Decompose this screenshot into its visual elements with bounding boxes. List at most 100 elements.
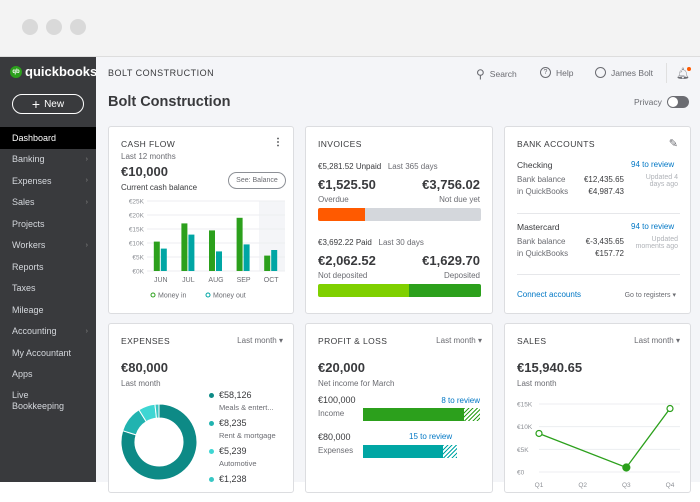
bell-icon: 🔔︎ <box>676 67 691 80</box>
sidebar-item-label: Taxes <box>12 283 36 294</box>
chevron-right-icon: › <box>85 177 88 185</box>
sidebar-item-label: Dashboard <box>12 132 57 143</box>
sidebar-item-label: Reports <box>12 261 44 272</box>
period-label: Last 12 months <box>121 152 176 161</box>
sales-card: SALES Last month ▾ €15,940.65 Last month… <box>504 323 691 493</box>
expenses-donut-chart[interactable] <box>119 402 199 482</box>
net-income-amount: €20,000 <box>318 360 365 375</box>
expense-legend-item[interactable]: €58,126 Meals & entert... <box>209 390 276 418</box>
profit-loss-card: PROFIT & LOSS Last month ▾ €20,000 Net i… <box>305 323 493 493</box>
income-bar[interactable] <box>363 408 480 421</box>
expenses-period-dropdown[interactable]: Last month ▾ <box>237 336 283 345</box>
bar-money-out[interactable] <box>188 234 195 271</box>
user-menu[interactable]: James Bolt <box>595 67 653 78</box>
bank-balance-label: Bank balance <box>517 237 566 246</box>
expenses-amount: €80,000 <box>121 360 168 375</box>
sidebar-item-banking[interactable]: Banking › <box>0 149 96 171</box>
y-tick-label: €15K <box>129 227 145 234</box>
search-icon: ⚲ <box>476 67 485 81</box>
sidebar-item-sales[interactable]: Sales › <box>0 192 96 214</box>
go-to-registers-dropdown[interactable]: Go to registers ▾ <box>624 292 676 299</box>
window-minimize-button[interactable] <box>46 19 62 35</box>
edit-pencil-icon[interactable]: ✎ <box>668 138 678 150</box>
not-due-segment <box>365 208 481 221</box>
window-close-button[interactable] <box>22 19 38 35</box>
x-tick-label: JUN <box>154 277 168 284</box>
sales-point[interactable] <box>666 404 674 413</box>
cash-amount: €10,000 <box>121 164 168 179</box>
donut-slice[interactable] <box>120 403 198 481</box>
pl-period-dropdown[interactable]: Last month ▾ <box>436 336 482 345</box>
bar-money-in[interactable] <box>181 223 188 271</box>
quickbooks-logo[interactable]: qb quickbooks <box>10 64 97 79</box>
not-due-label: Not due yet <box>439 195 480 204</box>
bar-money-out[interactable] <box>216 251 222 271</box>
more-options-icon[interactable]: ⋮ <box>273 137 283 148</box>
see-balance-button[interactable]: See: Balance <box>228 172 286 189</box>
bar-money-out[interactable] <box>160 248 167 271</box>
expenses-review-link[interactable]: 15 to review <box>409 432 453 441</box>
sales-point[interactable] <box>535 429 543 438</box>
account-name: Checking <box>517 160 553 170</box>
legend-dot <box>209 393 214 398</box>
sidebar-item-projects[interactable]: Projects <box>0 213 96 235</box>
bar-money-in[interactable] <box>153 241 160 271</box>
sidebar-item-live-bookkeeping[interactable]: Live Bookkeeping <box>0 385 96 417</box>
income-review-link[interactable]: 8 to review <box>441 396 480 405</box>
sidebar-item-apps[interactable]: Apps <box>0 364 96 386</box>
unpaid-bar[interactable] <box>318 208 481 221</box>
not-deposited-amount: €2,062.52 <box>318 253 376 268</box>
income-amount: €100,000 <box>318 395 356 405</box>
review-link[interactable]: 94 to review <box>631 160 675 169</box>
connect-accounts-link[interactable]: Connect accounts <box>517 290 582 299</box>
expenses-caption: Last month <box>121 379 161 388</box>
sidebar-item-dashboard[interactable]: Dashboard <box>0 127 96 149</box>
updated-text: Updated moments ago <box>635 236 678 250</box>
legend-marker <box>205 292 211 298</box>
expenses-bar[interactable] <box>363 445 457 458</box>
legend-marker <box>150 292 156 298</box>
notifications-button[interactable]: 🔔︎ <box>676 67 691 80</box>
help-button[interactable]: ? Help <box>540 67 573 78</box>
privacy-toggle[interactable]: Privacy <box>634 96 689 108</box>
sidebar-item-mileage[interactable]: Mileage <box>0 299 96 321</box>
search-button[interactable]: ⚲ Search <box>476 67 517 81</box>
overdue-label: Overdue <box>318 195 349 204</box>
window-maximize-button[interactable] <box>70 19 86 35</box>
sidebar-item-accounting[interactable]: Accounting › <box>0 321 96 343</box>
sales-chart: €0 €5K €10K €15K Q1 Q2 Q3 Q4 <box>517 402 680 489</box>
bank-balance-label: Bank balance <box>517 175 566 184</box>
x-tick-label: OCT <box>264 277 280 284</box>
x-tick-label: Q4 <box>666 482 675 489</box>
sales-period-dropdown[interactable]: Last month ▾ <box>634 336 680 345</box>
card-title: BANK ACCOUNTS <box>517 139 595 149</box>
expense-legend-item[interactable]: €5,239 Automotive <box>209 446 276 474</box>
sidebar-item-reports[interactable]: Reports <box>0 256 96 278</box>
sidebar-item-label: Sales <box>12 197 35 208</box>
overdue-amount: €1,525.50 <box>318 177 376 192</box>
chevron-right-icon: › <box>85 241 88 249</box>
bar-money-in[interactable] <box>264 255 271 271</box>
bar-money-in[interactable] <box>236 217 243 271</box>
new-button[interactable]: + New <box>12 94 84 114</box>
bar-money-out[interactable] <box>243 244 250 271</box>
legend-dot <box>209 421 214 426</box>
sidebar-item-my-accountant[interactable]: My Accountant <box>0 342 96 364</box>
expense-legend-item[interactable]: €1,238 <box>209 474 276 502</box>
y-tick-label: €25K <box>129 199 145 206</box>
card-title: PROFIT & LOSS <box>318 336 388 346</box>
review-link[interactable]: 94 to review <box>631 222 675 231</box>
x-tick-label: Q3 <box>622 482 631 489</box>
sidebar-item-label: Projects <box>12 218 45 229</box>
sidebar-item-taxes[interactable]: Taxes <box>0 278 96 300</box>
sidebar-item-label: Apps <box>12 369 33 380</box>
bar-money-out[interactable] <box>271 250 278 271</box>
paid-bar[interactable] <box>318 284 481 297</box>
donut-slice[interactable] <box>154 403 160 419</box>
bar-money-in[interactable] <box>209 230 215 271</box>
card-title: CASH FLOW <box>121 139 176 149</box>
sidebar-item-expenses[interactable]: Expenses › <box>0 170 96 192</box>
sidebar-item-workers[interactable]: Workers › <box>0 235 96 257</box>
expense-legend-item[interactable]: €8,235 Rent & mortgage <box>209 418 276 446</box>
sales-point[interactable] <box>622 463 631 472</box>
